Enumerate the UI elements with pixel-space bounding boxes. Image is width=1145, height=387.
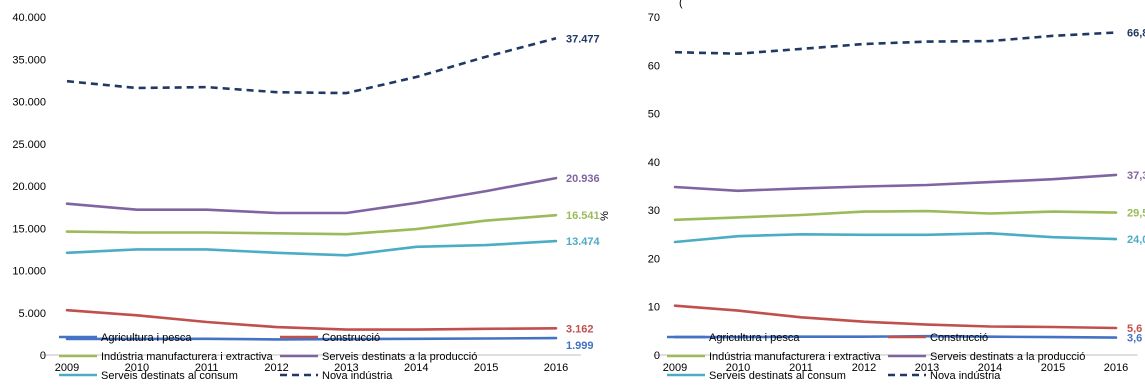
x-tick-label: 2013 [334,362,358,374]
legend-label: Indústria manufacturera i extractiva [709,351,882,363]
series-line-5 [673,232,1118,244]
legend: Agricultura i pesca Construcció Indústria … [667,332,1085,382]
y-tick-label: 0 [40,350,46,362]
end-value-label: 3,6 [1127,333,1142,345]
series-line-2 [673,304,1118,330]
x-tick-label: 2010 [726,362,750,374]
legend-label: Agricultura i pesca [709,332,800,344]
x-tick-label: 2009 [663,362,687,374]
y-tick-label: 5.000 [18,308,46,320]
x-tick-label: 2016 [1104,362,1128,374]
y-tick-label: 40 [648,157,660,169]
chart-title: ( [679,0,683,9]
x-tick-label: 2009 [55,362,79,374]
legend-label: Serveis destinats al consum [709,370,846,382]
x-tick-label: 2012 [264,362,288,374]
x-tick-label: 2012 [852,362,876,374]
x-tick-label: 2016 [544,362,568,374]
legend-label: Agricultura i pesca [101,332,192,344]
series-line-2 [65,308,558,331]
legend-label: Serveis destinats a la producció [322,351,477,363]
x-tick-label: 2014 [404,362,428,374]
legend-label: Nova indústria [322,370,393,382]
y-tick-label: 40.000 [12,12,46,24]
y-tick-label: 15.000 [12,223,46,235]
legend-label: Construcció [322,332,380,344]
series-line-3 [65,213,558,236]
x-tick-label: 2010 [125,362,149,374]
end-value-label: 1.999 [566,340,594,352]
legend-label: Serveis destinats al consum [101,370,238,382]
end-value-label: 3.162 [566,323,594,335]
x-tick-label: 2011 [195,362,219,374]
y-tick-label: 20.000 [12,181,46,193]
y-tick-label: 0 [654,350,660,362]
end-value-label: 37.477 [566,33,600,45]
y-tick-label: 10 [648,302,660,314]
series-line-1 [65,336,558,341]
y-tick-label: 35.000 [12,54,46,66]
legend-label: Indústria manufacturera i extractiva [101,351,274,363]
y-tick-label: 30.000 [12,97,46,109]
x-tick-label: 2015 [1041,362,1065,374]
end-value-label: 13.474 [566,236,601,248]
y-axis-label: % [599,211,611,221]
series-line-4 [673,173,1118,193]
y-tick-label: 70 [648,12,660,24]
end-value-label: 24,0 [1127,234,1145,246]
legend-label: Serveis destinats a la producció [930,351,1085,363]
end-value-label: 20.936 [566,173,600,185]
x-tick-label: 2014 [978,362,1002,374]
legend-label: Construcció [930,332,988,344]
series-line-3 [673,209,1118,222]
y-tick-label: 25.000 [12,139,46,151]
end-value-label: 16.541 [566,210,600,222]
x-tick-label: 2015 [474,362,498,374]
series-line-5 [65,239,558,257]
end-value-label: 5,6 [1127,323,1142,335]
legend-label: Nova indústria [930,370,1001,382]
series-line-4 [65,176,558,215]
y-tick-label: 10.000 [12,266,46,278]
legend: Agricultura i pesca Construcció Indústria … [59,332,477,382]
y-tick-label: 30 [648,205,660,217]
x-tick-label: 2013 [915,362,939,374]
end-value-label: 29,5 [1127,208,1145,220]
end-value-label: 66,8 [1127,27,1145,39]
series-line-6 [66,37,557,95]
end-value-label: 37,3 [1127,170,1145,182]
x-tick-label: 2011 [789,362,813,374]
y-tick-label: 50 [648,109,660,121]
chart-2: (% 0 10 20 30 40 50 60 70 2009 2010 2011 2012 2013 201… [599,0,1145,382]
y-tick-label: 60 [648,60,660,72]
chart-1: 0 5.000 10.000 15.000 20.000 25.000 30.000 35.0… [12,12,600,382]
series-line-6 [674,31,1117,56]
y-tick-label: 20 [648,253,660,265]
